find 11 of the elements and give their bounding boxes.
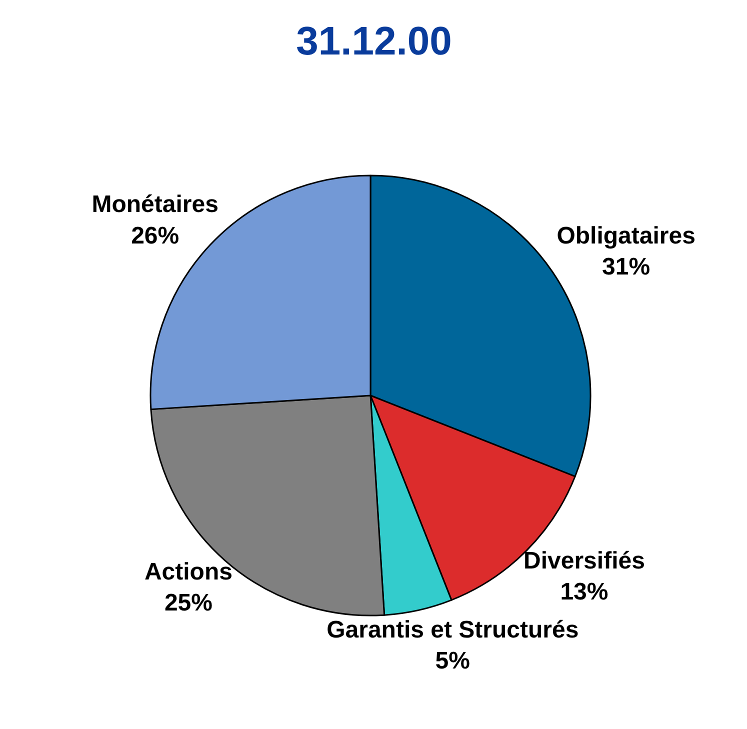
slice-label: Actions (144, 558, 232, 586)
data-label: 25% (164, 590, 213, 617)
data-label: 31% (602, 254, 650, 281)
slice-label: Obligataires (556, 222, 696, 250)
data-label: 26% (131, 222, 180, 250)
slice-label: Diversifiés (524, 547, 645, 574)
data-label: 5% (435, 647, 470, 674)
chart-title: 31.12.00 (296, 20, 452, 64)
slice-label: Garantis et Structurés (326, 616, 579, 644)
slice-label: Monétaires (92, 191, 218, 218)
data-label: 13% (560, 578, 608, 606)
